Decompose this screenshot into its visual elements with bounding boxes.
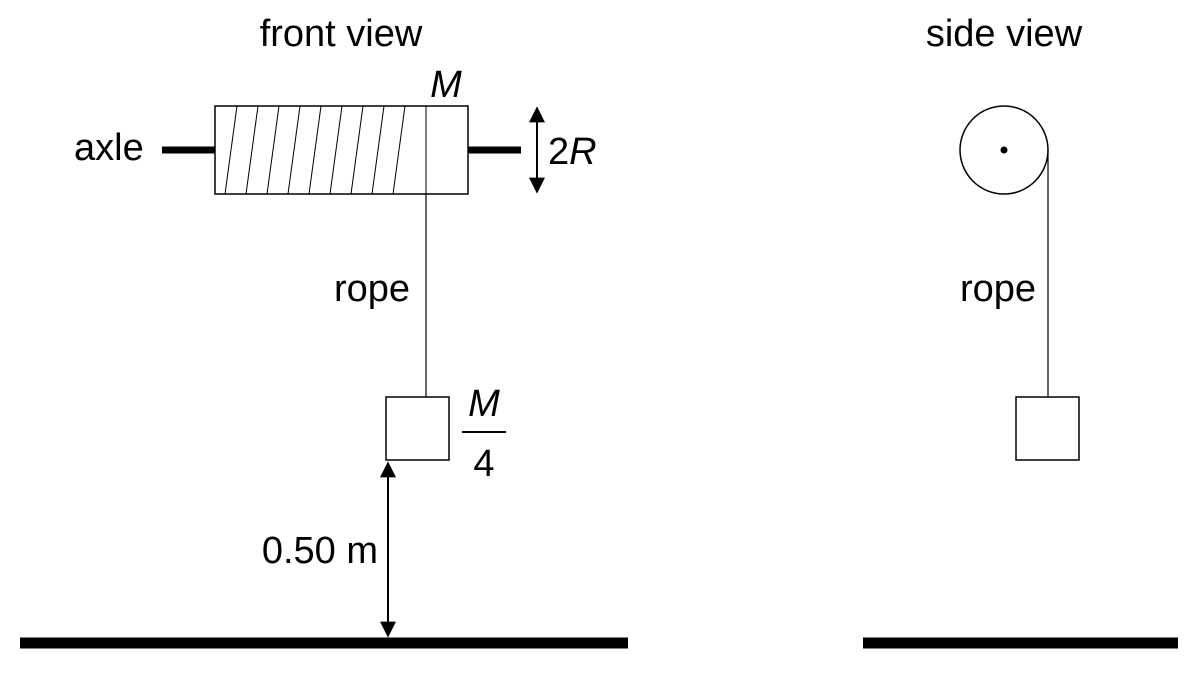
diameter-label-num: 2 — [548, 131, 569, 173]
front-view-title: front view — [260, 13, 423, 55]
front-view: front view axle M 2R rope M 4 — [20, 13, 628, 649]
side-axle-dot — [1000, 146, 1008, 154]
front-rope-label: rope — [334, 268, 410, 310]
side-block — [1015, 396, 1080, 461]
rope-windings — [224, 105, 427, 195]
diameter-label-var: R — [569, 131, 596, 173]
side-view-title: side view — [926, 13, 1083, 55]
cylinder — [214, 105, 469, 195]
side-view: side view rope — [863, 13, 1178, 649]
side-rope-label: rope — [960, 268, 1036, 310]
diameter-label: 2R — [548, 131, 597, 173]
cylinder-mass-label: M — [430, 64, 462, 106]
axle-label: axle — [74, 127, 144, 169]
block-mass-denominator: 4 — [473, 443, 494, 485]
front-block — [385, 396, 450, 461]
height-label: 0.50 m — [262, 530, 378, 572]
block-mass-numerator: M — [468, 383, 500, 425]
